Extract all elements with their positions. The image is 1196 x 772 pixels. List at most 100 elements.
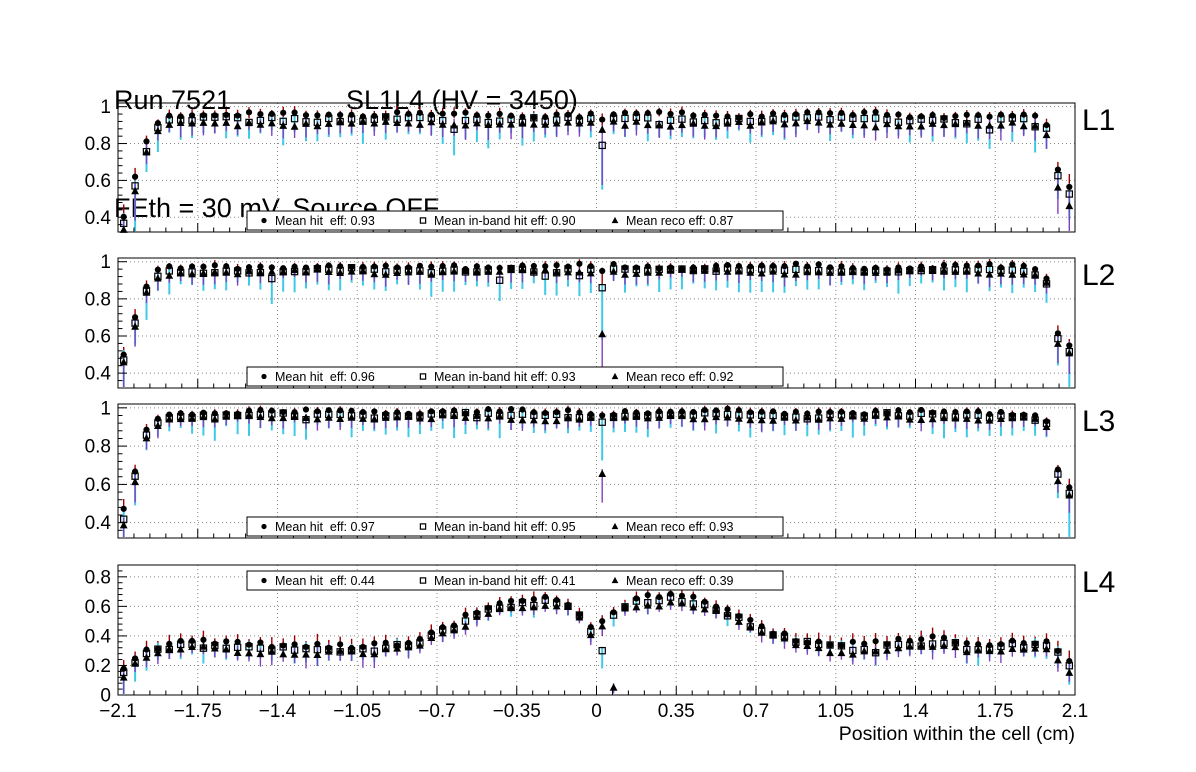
svg-text:0.6: 0.6 xyxy=(85,597,111,618)
legend-entry: Mean in-band hit eff: 0.93 xyxy=(419,370,576,384)
run-label: Run 7521 xyxy=(114,85,232,115)
legend-marker-open-square-icon xyxy=(419,373,427,380)
legend-entry: Mean reco eff: 0.39 xyxy=(611,574,734,588)
legend-box xyxy=(246,570,784,591)
markers-reco xyxy=(119,411,1074,529)
markers-reco xyxy=(119,116,1074,233)
svg-text:0.7: 0.7 xyxy=(743,701,769,722)
svg-text:2.1: 2.1 xyxy=(1062,701,1088,722)
legend-box xyxy=(246,366,784,387)
legend-label: Mean hit eff: 0.93 xyxy=(275,214,375,228)
legend: Mean hit eff: 0.44 Mean in-band hit eff: … xyxy=(246,570,784,591)
legend-label: Mean in-band hit eff: 0.41 xyxy=(434,574,576,588)
markers-reco xyxy=(119,265,1074,366)
svg-text:1.75: 1.75 xyxy=(977,701,1014,722)
svg-text:0.6: 0.6 xyxy=(85,171,111,192)
markers-hit xyxy=(120,590,1073,672)
markers-reco xyxy=(119,598,1074,691)
legend-marker-filled-circle-icon xyxy=(261,217,267,224)
svg-text:1: 1 xyxy=(100,252,111,273)
svg-text:0.4: 0.4 xyxy=(85,626,112,647)
svg-text:0.2: 0.2 xyxy=(85,656,111,677)
svg-text:1.05: 1.05 xyxy=(817,701,854,722)
x-axis-labels: −2.1 −1.75 −1.4 −1.05 −0.7 −0.35 0 0.35 0.7 1.05 1… xyxy=(99,701,1088,722)
panel-L3: 0.4 0.6 0.8 1 Mean hit eff: 0.97 Mean in-band… xyxy=(85,398,1115,539)
legend-label: Mean hit eff: 0.97 xyxy=(275,520,375,534)
y-axis xyxy=(118,407,127,531)
legend-label: Mean reco eff: 0.87 xyxy=(626,214,734,228)
legend-marker-filled-triangle-icon xyxy=(611,522,619,530)
svg-text:−1.05: −1.05 xyxy=(333,701,381,722)
legend-label: Mean in-band hit eff: 0.93 xyxy=(434,370,576,384)
svg-text:1: 1 xyxy=(100,97,111,118)
legend-box xyxy=(246,516,784,537)
y-axis-labels: 0.4 0.6 0.8 1 xyxy=(85,398,112,534)
legend-label: Mean reco eff: 0.93 xyxy=(626,520,734,534)
panel-L4: 0 0.2 0.4 0.6 0.8 Mean hit eff: 0.44 Mean in-b… xyxy=(85,564,1115,707)
markers-hit xyxy=(120,108,1073,220)
svg-text:−0.7: −0.7 xyxy=(418,701,456,722)
svg-text:0.8: 0.8 xyxy=(85,437,111,458)
svg-text:0.4: 0.4 xyxy=(85,364,112,385)
legend-label: Mean hit eff: 0.96 xyxy=(275,370,375,384)
header-line-1: Run 7521 SL1L4 (HV = 3450) xyxy=(114,82,578,118)
legend-label: Mean in-band hit eff: 0.95 xyxy=(434,520,576,534)
legend-marker-filled-circle-icon xyxy=(261,373,267,380)
legend-marker-filled-triangle-icon xyxy=(611,372,619,380)
legend-marker-open-square-icon xyxy=(419,523,427,530)
panel-L1: 0.4 0.6 0.8 1 Mean hit eff: 0.93 Mean in-band… xyxy=(85,97,1115,233)
gridlines xyxy=(118,103,1075,232)
legend-entry: Mean in-band hit eff: 0.95 xyxy=(419,520,576,534)
panel-label: L3 xyxy=(1082,405,1115,438)
svg-text:0.8: 0.8 xyxy=(85,289,111,310)
svg-text:0.4: 0.4 xyxy=(85,208,112,229)
legend-box xyxy=(246,210,784,231)
svg-text:0.8: 0.8 xyxy=(85,567,111,588)
svg-text:0.4: 0.4 xyxy=(85,513,112,534)
svg-text:0.6: 0.6 xyxy=(85,327,111,348)
legend: Mean hit eff: 0.97 Mean in-band hit eff: … xyxy=(246,516,784,537)
legend-entry: Mean in-band hit eff: 0.41 xyxy=(419,574,576,588)
legend-marker-open-square-icon xyxy=(419,577,427,584)
svg-text:0.6: 0.6 xyxy=(85,475,111,496)
legend-entry: Mean hit eff: 0.96 xyxy=(261,370,375,384)
markers-in_band xyxy=(119,263,1074,364)
markers-in_band xyxy=(119,408,1074,523)
legend-marker-filled-triangle-icon xyxy=(611,216,619,224)
x-axis xyxy=(117,686,1076,695)
legend-marker-filled-triangle-icon xyxy=(611,576,619,584)
legend: Mean hit eff: 0.96 Mean in-band hit eff: … xyxy=(246,366,784,387)
svg-text:−2.1: −2.1 xyxy=(99,701,137,722)
legend-entry: Mean reco eff: 0.87 xyxy=(611,214,734,228)
x-axis-title: Position within the cell (cm) xyxy=(839,723,1075,745)
chamber-label: SL1L4 (HV = 3450) xyxy=(346,85,578,115)
svg-text:−1.75: −1.75 xyxy=(174,701,222,722)
legend-entry: Mean hit eff: 0.97 xyxy=(261,520,375,534)
y-axis-labels: 0.4 0.6 0.8 1 xyxy=(85,252,112,384)
gridlines xyxy=(118,258,1075,388)
legend-marker-open-square-icon xyxy=(419,217,427,224)
panel-label: L1 xyxy=(1082,104,1115,137)
markers-in_band xyxy=(119,593,1074,677)
y-axis xyxy=(118,261,127,382)
svg-text:−1.4: −1.4 xyxy=(259,701,297,722)
legend: Mean hit eff: 0.93 Mean in-band hit eff: … xyxy=(246,210,784,231)
markers-in_band xyxy=(119,112,1074,228)
legend-label: Mean reco eff: 0.39 xyxy=(626,574,734,588)
svg-text:1.4: 1.4 xyxy=(902,701,929,722)
legend-label: Mean reco eff: 0.92 xyxy=(626,370,734,384)
y-axis xyxy=(118,570,127,690)
legend-entry: Mean reco eff: 0.93 xyxy=(611,520,734,534)
legend-entry: Mean hit eff: 0.93 xyxy=(261,214,375,228)
y-axis xyxy=(118,106,127,226)
svg-text:0.8: 0.8 xyxy=(85,134,111,155)
legend-entry: Mean reco eff: 0.92 xyxy=(611,370,734,384)
y-axis-labels: 0 0.2 0.4 0.6 0.8 xyxy=(85,567,112,706)
y-axis-labels: 0.4 0.6 0.8 1 xyxy=(85,97,112,229)
svg-text:−0.35: −0.35 xyxy=(493,701,541,722)
svg-text:1: 1 xyxy=(100,398,111,419)
panel-label: L4 xyxy=(1082,566,1115,599)
svg-text:0.35: 0.35 xyxy=(658,701,695,722)
